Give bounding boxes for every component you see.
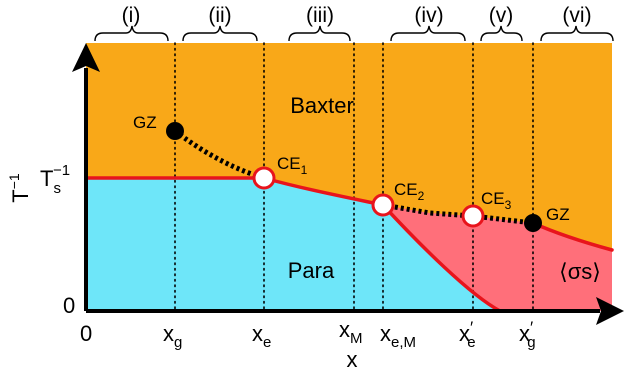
para-region xyxy=(86,178,500,311)
sigma-s-label: ⟨σs⟩ xyxy=(559,259,601,284)
y-origin-label: 0 xyxy=(63,293,75,318)
ce3-point xyxy=(461,204,485,228)
ce2-point xyxy=(371,193,395,217)
range-braces xyxy=(94,25,614,42)
tick-xg-prime: x′ g xyxy=(519,318,536,351)
axes xyxy=(72,43,624,325)
para-label: Para xyxy=(288,258,335,283)
x-axis-arrow-icon xyxy=(596,297,624,325)
x-origin-label: 0 xyxy=(80,321,92,346)
x-axis-label: x xyxy=(347,347,358,372)
ce3-label: CE3 xyxy=(481,189,512,212)
gz-left-label: GZ xyxy=(133,113,157,132)
ce2-label: CE2 xyxy=(394,180,425,203)
range-label-iii: (iii) xyxy=(306,4,334,27)
tick-xe-prime: x′ e xyxy=(459,318,476,351)
y-axis-label: T−1 xyxy=(6,173,33,203)
tick-xg: xg xyxy=(163,321,182,351)
ce1-point xyxy=(252,166,276,190)
ce1-label: CE1 xyxy=(277,154,308,177)
range-label-iv: (iv) xyxy=(414,4,443,27)
tick-xeM: xe,M xyxy=(380,321,416,351)
tick-xe: xe xyxy=(252,321,271,351)
tick-xM: xM xyxy=(339,317,363,347)
gz-left-point xyxy=(166,122,184,140)
gz-right-point xyxy=(524,214,542,232)
range-label-ii: (ii) xyxy=(208,4,231,27)
range-label-v: (v) xyxy=(489,4,514,27)
gz-right-label: GZ xyxy=(546,205,570,224)
baxter-label: Baxter xyxy=(290,93,354,118)
range-label-i: (i) xyxy=(122,4,141,27)
ts-label: Ts−1 xyxy=(40,162,70,197)
y-axis-arrow-icon xyxy=(72,43,100,72)
range-label-vi: (vi) xyxy=(562,4,591,27)
